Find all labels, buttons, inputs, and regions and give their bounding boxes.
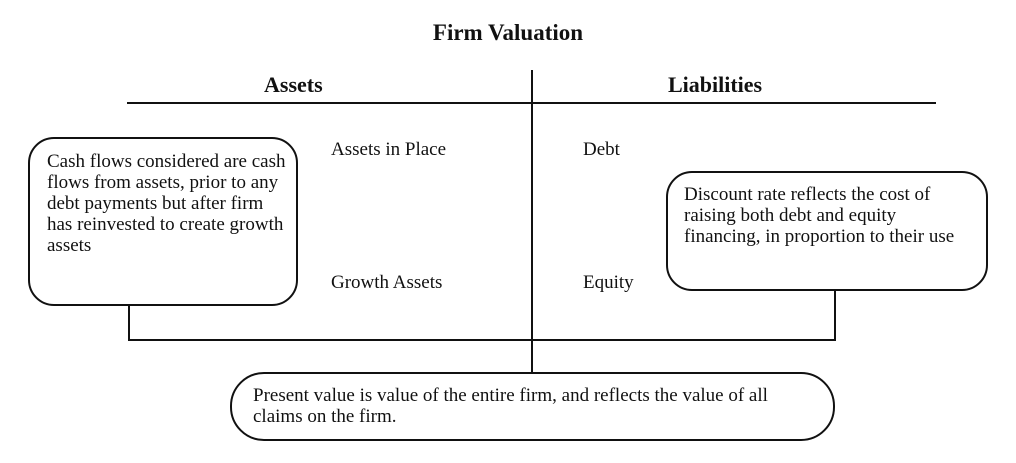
bottom-bracket (128, 290, 836, 341)
diagram-title: Firm Valuation (432, 20, 584, 45)
debt-label: Debt (583, 139, 620, 160)
equity-label: Equity (583, 272, 634, 293)
present-value-callout: Present value is value of the entire fir… (230, 372, 835, 441)
assets-in-place-label: Assets in Place (331, 139, 447, 160)
growth-assets-label: Growth Assets (331, 272, 443, 293)
liabilities-header: Liabilities (668, 72, 763, 97)
discount-rate-callout: Discount rate reflects the cost of raisi… (666, 171, 988, 291)
cash-flows-callout: Cash flows considered are cash flows fro… (28, 137, 298, 306)
assets-header: Assets (264, 72, 323, 97)
